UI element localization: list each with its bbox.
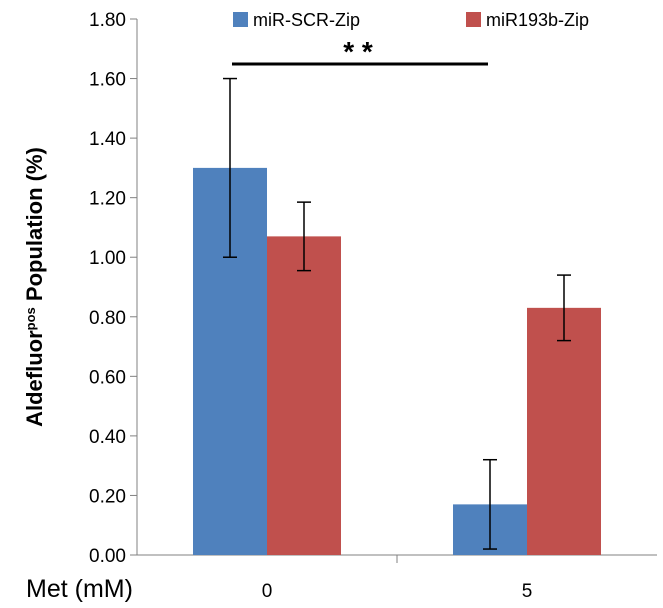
y-tick-label: 0.40 (89, 427, 126, 448)
bars-group (193, 167, 601, 555)
y-tick-label: 0.00 (89, 546, 126, 567)
x-category-label: 5 (522, 581, 533, 602)
y-tick-label: 0.20 (89, 486, 126, 507)
significance-label: * * (343, 36, 373, 67)
legend-swatch-miR193b-Zip (466, 12, 481, 27)
legend-swatch-miR-SCR-Zip (233, 12, 248, 27)
legend-label-miR193b-Zip: miR193b-Zip (486, 10, 589, 30)
error-bars-group (223, 77, 571, 550)
legend-label-miR-SCR-Zip: miR-SCR-Zip (253, 10, 360, 30)
y-axis-title: Aldefluorpos Population (%) (22, 147, 47, 427)
y-tick-label: 1.20 (89, 189, 126, 210)
bar-miR193b-Zip-0 (267, 236, 341, 555)
legend: miR-SCR-Zip miR193b-Zip (233, 10, 589, 30)
y-axis-title-superscript: pos (23, 307, 38, 330)
y-axis-title-rest: Population (%) (22, 147, 47, 307)
y-tick-label: 0.60 (89, 367, 126, 388)
x-axis-title: Met (mM) (26, 575, 133, 603)
y-tick-label: 1.00 (89, 248, 126, 269)
y-tick-label: 1.80 (89, 10, 126, 31)
y-axis-ticks: 0.00 0.20 0.40 0.60 0.80 1.00 1.20 1.40 1.60 1.80 (89, 10, 137, 567)
y-tick-label: 1.40 (89, 129, 126, 150)
x-category-label: 0 (262, 581, 273, 602)
bar-miR193b-Zip-5 (527, 307, 601, 555)
y-axis-title-main: Aldefluor (22, 330, 47, 427)
y-tick-label: 1.60 (89, 70, 126, 91)
y-tick-label: 0.80 (89, 308, 126, 329)
